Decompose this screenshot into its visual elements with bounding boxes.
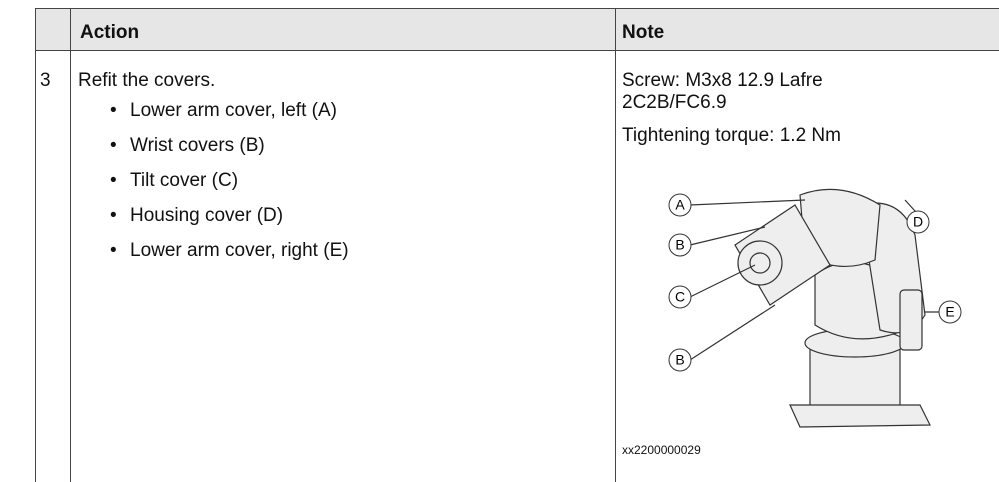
callout-label: B bbox=[675, 352, 684, 368]
callout-label: A bbox=[675, 197, 685, 213]
rule bbox=[35, 8, 36, 482]
action-item: Wrist covers (B) bbox=[130, 135, 265, 156]
bullet: • bbox=[110, 135, 117, 156]
bullet: • bbox=[110, 240, 117, 261]
header-bg bbox=[35, 8, 999, 50]
rule bbox=[70, 8, 71, 482]
callout-label: B bbox=[675, 237, 684, 253]
action-text: Refit the covers. bbox=[78, 70, 216, 91]
callout-circle bbox=[668, 193, 692, 217]
note-line: 2C2B/FC6.9 bbox=[622, 92, 727, 113]
note-torque: Tightening torque: 1.2 Nm bbox=[622, 125, 841, 146]
callout-circle bbox=[938, 300, 962, 324]
action-item: Housing cover (D) bbox=[130, 205, 284, 226]
bullet: • bbox=[110, 170, 117, 191]
action-item: Tilt cover (C) bbox=[130, 170, 239, 191]
rule bbox=[35, 8, 999, 9]
callout-circle bbox=[906, 210, 930, 234]
header-note: Note bbox=[622, 22, 665, 43]
note-line: Screw: M3x8 12.9 Lafre bbox=[622, 70, 823, 91]
callout-circle bbox=[668, 348, 692, 372]
callout-circle bbox=[668, 285, 692, 309]
rule bbox=[615, 8, 616, 482]
action-item: Lower arm cover, left (A) bbox=[130, 100, 337, 121]
bullet: • bbox=[110, 100, 117, 121]
robot-drawing bbox=[734, 188, 931, 428]
figure: A B C B D E bbox=[668, 188, 962, 428]
callout-circle bbox=[668, 233, 692, 257]
callout-label: E bbox=[945, 304, 954, 320]
step: 3 bbox=[40, 70, 51, 91]
callout-lines bbox=[689, 199, 945, 361]
header-action: Action bbox=[80, 22, 140, 43]
figure-id: xx2200000029 bbox=[622, 443, 701, 457]
action-item: Lower arm cover, right (E) bbox=[130, 240, 349, 261]
callout-label: D bbox=[913, 214, 923, 230]
rule bbox=[35, 50, 999, 51]
bullet: • bbox=[110, 205, 117, 226]
callout-label: C bbox=[675, 289, 685, 305]
